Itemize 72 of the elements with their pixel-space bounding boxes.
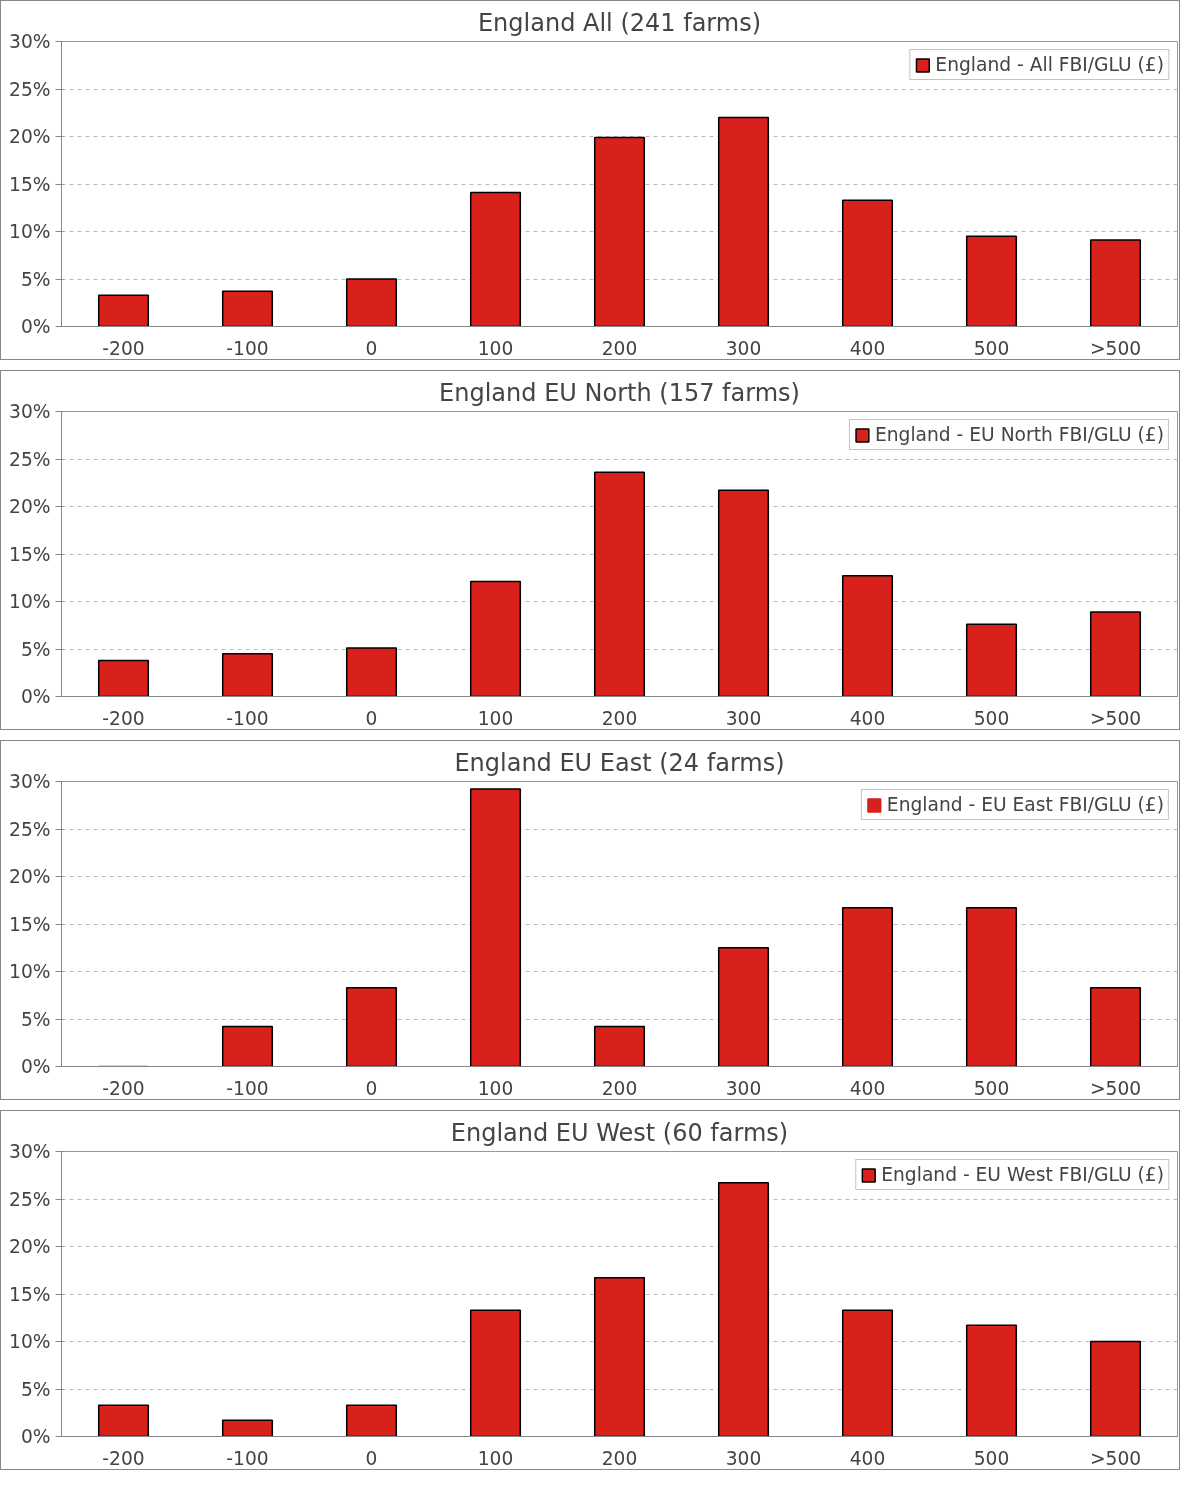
y-tick-label: 15% xyxy=(9,173,51,195)
x-tick-label: >500 xyxy=(1089,337,1142,359)
x-tick-label: -200 xyxy=(102,337,145,359)
x-tick-label: -200 xyxy=(102,1077,145,1099)
x-tick-label: 500 xyxy=(973,1077,1010,1099)
y-tick-label: 0% xyxy=(20,686,51,707)
x-tick-label: >500 xyxy=(1089,1077,1142,1099)
y-tick-label: 25% xyxy=(9,78,51,100)
y-tick-label: 5% xyxy=(20,268,51,290)
chart-title: England EU East (24 farms) xyxy=(454,748,785,777)
y-tick-label: 5% xyxy=(20,638,51,660)
y-tick-label: 10% xyxy=(9,221,51,242)
x-tick-label: 200 xyxy=(601,337,638,359)
x-tick-label: >500 xyxy=(1089,707,1142,729)
y-tick-label: 15% xyxy=(9,543,51,565)
y-tick-label: 0% xyxy=(20,316,51,337)
y-tick-label: 30% xyxy=(9,401,51,422)
x-tick-label: 100 xyxy=(477,1077,514,1099)
x-tick-label: 0 xyxy=(365,337,378,359)
x-tick-label: 0 xyxy=(365,1447,378,1469)
y-tick-label: 5% xyxy=(20,1378,51,1400)
x-tick-label: 200 xyxy=(601,1077,638,1099)
y-tick-label: 20% xyxy=(9,1236,51,1257)
y-tick-label: 10% xyxy=(9,961,51,982)
x-tick-label: 100 xyxy=(477,337,514,359)
y-tick-label: 25% xyxy=(9,1188,51,1210)
legend-label: England - All FBI/GLU (£) xyxy=(935,54,1164,75)
y-tick-label: 30% xyxy=(9,31,51,52)
x-tick-label: 500 xyxy=(973,707,1010,729)
x-tick-label: -200 xyxy=(102,1447,145,1469)
chart-title: England EU North (157 farms) xyxy=(439,378,800,407)
y-tick-label: 15% xyxy=(9,913,51,935)
x-tick-label: 300 xyxy=(725,1077,762,1099)
y-tick-label: 10% xyxy=(9,1331,51,1352)
x-tick-label: 400 xyxy=(849,707,886,729)
y-tick-label: 20% xyxy=(9,126,51,147)
y-tick-label: 25% xyxy=(9,818,51,840)
y-tick-label: 10% xyxy=(9,591,51,612)
legend-label: England - EU North FBI/GLU (£) xyxy=(874,424,1164,445)
x-tick-label: 300 xyxy=(725,707,762,729)
x-tick-label: >500 xyxy=(1089,1447,1142,1469)
legend-label: England - EU West FBI/GLU (£) xyxy=(881,1164,1164,1185)
x-tick-label: 200 xyxy=(601,1447,638,1469)
y-tick-label: 30% xyxy=(9,1141,51,1162)
x-tick-label: -100 xyxy=(226,337,269,359)
x-tick-label: 200 xyxy=(601,707,638,729)
x-tick-label: -100 xyxy=(226,1447,269,1469)
chart-title: England All (241 farms) xyxy=(477,8,762,37)
y-tick-label: 5% xyxy=(20,1008,51,1030)
y-tick-label: 0% xyxy=(20,1056,51,1077)
x-tick-label: 100 xyxy=(477,1447,514,1469)
x-tick-label: 0 xyxy=(365,1077,378,1099)
y-tick-label: 15% xyxy=(9,1283,51,1305)
x-tick-label: -100 xyxy=(226,1077,269,1099)
y-tick-label: 20% xyxy=(9,866,51,887)
x-tick-label: -100 xyxy=(226,707,269,729)
x-tick-label: 500 xyxy=(973,337,1010,359)
y-tick-label: 0% xyxy=(20,1426,51,1447)
x-tick-label: 400 xyxy=(849,1077,886,1099)
y-tick-label: 20% xyxy=(9,496,51,517)
x-tick-label: 400 xyxy=(849,337,886,359)
x-tick-label: -200 xyxy=(102,707,145,729)
legend-label: England - EU East FBI/GLU (£) xyxy=(886,794,1164,815)
x-tick-label: 100 xyxy=(477,707,514,729)
x-tick-label: 0 xyxy=(365,707,378,729)
x-tick-label: 300 xyxy=(725,1447,762,1469)
chart-title: England EU West (60 farms) xyxy=(450,1118,789,1147)
x-tick-label: 300 xyxy=(725,337,762,359)
y-tick-label: 30% xyxy=(9,771,51,792)
x-tick-label: 400 xyxy=(849,1447,886,1469)
y-tick-label: 25% xyxy=(9,448,51,470)
x-tick-label: 500 xyxy=(973,1447,1010,1469)
